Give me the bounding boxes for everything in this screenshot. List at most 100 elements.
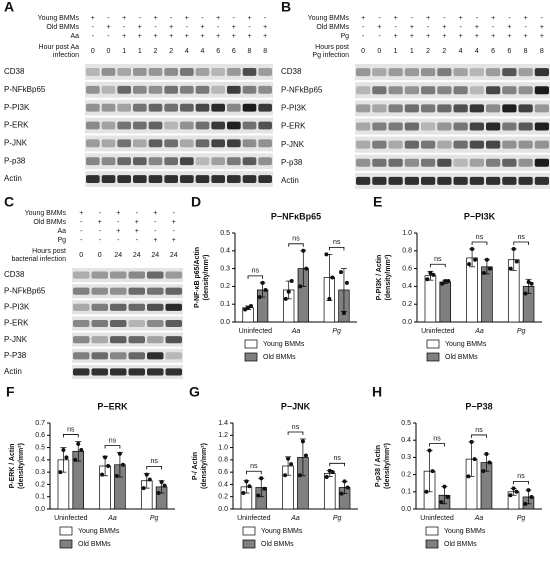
blot-band xyxy=(86,175,100,183)
hour-value: 2 xyxy=(169,48,173,55)
lane-sign: + xyxy=(507,24,511,31)
data-point xyxy=(487,266,492,271)
protein-label: P-ERK xyxy=(281,122,306,131)
protein-label: P-ERK xyxy=(4,319,29,328)
data-point xyxy=(466,474,471,479)
blot-band xyxy=(258,157,272,166)
panel-letter: C xyxy=(4,194,14,210)
blot-band xyxy=(128,319,145,328)
data-point xyxy=(529,281,534,286)
y-tick-label: 0.8 xyxy=(402,248,412,255)
significance-bracket xyxy=(513,480,529,485)
lane-sign: + xyxy=(135,228,139,235)
hours-label: Hours post xyxy=(32,248,66,255)
data-point xyxy=(100,472,105,477)
blot-band xyxy=(101,121,116,130)
data-point xyxy=(324,252,329,257)
data-point xyxy=(425,277,430,282)
blot-band xyxy=(110,303,127,311)
blot-band xyxy=(453,86,468,95)
data-point xyxy=(260,280,265,285)
lane-sign: + xyxy=(491,15,495,22)
significance-bracket xyxy=(146,465,162,470)
blot-band xyxy=(453,176,468,185)
lane-sign: - xyxy=(117,219,120,226)
blot-band xyxy=(388,86,403,95)
blot-band xyxy=(164,157,178,166)
blot-band xyxy=(147,271,164,279)
data-point xyxy=(446,279,451,284)
blot-band xyxy=(372,122,387,131)
lane-sign: + xyxy=(185,33,189,40)
lane-sign: + xyxy=(426,15,430,22)
blot-band xyxy=(86,157,100,166)
blot-band xyxy=(165,271,182,279)
data-point xyxy=(61,448,66,453)
blot-band xyxy=(164,121,178,130)
lane-sign: - xyxy=(92,33,95,40)
blot-band xyxy=(86,68,100,76)
blot-band xyxy=(502,104,517,113)
blot-band xyxy=(421,86,436,95)
lane-sign: - xyxy=(378,15,381,22)
significance-bracket xyxy=(429,443,445,447)
blot-strip xyxy=(355,64,550,81)
blot-band xyxy=(486,158,501,167)
blot-band xyxy=(211,139,225,148)
blot-band xyxy=(133,68,147,76)
blot-band xyxy=(101,68,116,76)
significance-label: ns xyxy=(252,268,260,275)
data-point xyxy=(428,271,433,276)
y-tick-label: 0.1 xyxy=(220,301,230,308)
x-tick-label: Pg xyxy=(517,515,526,522)
lane-sign: - xyxy=(80,219,83,226)
protein-label: P-PI3K xyxy=(4,103,30,112)
blot-band xyxy=(453,140,468,149)
protein-label: Actin xyxy=(281,176,299,185)
blot-band xyxy=(469,158,484,167)
blot-band xyxy=(258,139,272,148)
data-point xyxy=(523,291,528,296)
blot-band xyxy=(421,158,436,167)
panel-letter: F xyxy=(6,384,15,400)
blot-band xyxy=(372,140,387,149)
data-point xyxy=(64,455,69,460)
data-point xyxy=(439,500,444,505)
data-point xyxy=(162,483,167,488)
y-tick-label: 0.4 xyxy=(218,481,228,488)
lane-sign: + xyxy=(459,15,463,22)
lane-sign: - xyxy=(123,24,126,31)
lane-sign: + xyxy=(153,33,157,40)
y-tick-label: 0.4 xyxy=(35,457,45,464)
y-tick-label: 0.3 xyxy=(401,454,411,461)
data-point xyxy=(445,494,450,499)
blot-band xyxy=(227,121,241,130)
blot-band xyxy=(388,176,403,185)
y-tick-label: 0.6 xyxy=(402,265,412,272)
blot-band xyxy=(534,158,549,167)
lane-sign: + xyxy=(263,33,267,40)
lane-sign: - xyxy=(80,228,83,235)
blot-band xyxy=(165,352,182,360)
blot-band xyxy=(211,121,225,130)
blot-band xyxy=(518,176,533,185)
lane-sign: + xyxy=(153,210,157,217)
x-tick-label: Uninfected xyxy=(54,515,88,522)
x-tick-label: Aa xyxy=(474,515,484,522)
blot-band xyxy=(86,103,100,112)
blot-band xyxy=(518,140,533,149)
lane-sign: - xyxy=(201,15,204,22)
lane-sign: + xyxy=(98,219,102,226)
chart-title: P−P38 xyxy=(465,401,492,411)
lane-sign: + xyxy=(410,33,414,40)
blot-band xyxy=(486,176,501,185)
data-point xyxy=(424,489,429,494)
condition-label: Pg xyxy=(340,33,349,40)
lane-sign: - xyxy=(99,237,102,244)
hour-value: 1 xyxy=(138,48,142,55)
data-point xyxy=(338,270,343,275)
blot-band xyxy=(356,176,371,185)
legend-swatch xyxy=(426,339,440,349)
blot-band xyxy=(195,68,210,76)
blot-band xyxy=(469,140,484,149)
